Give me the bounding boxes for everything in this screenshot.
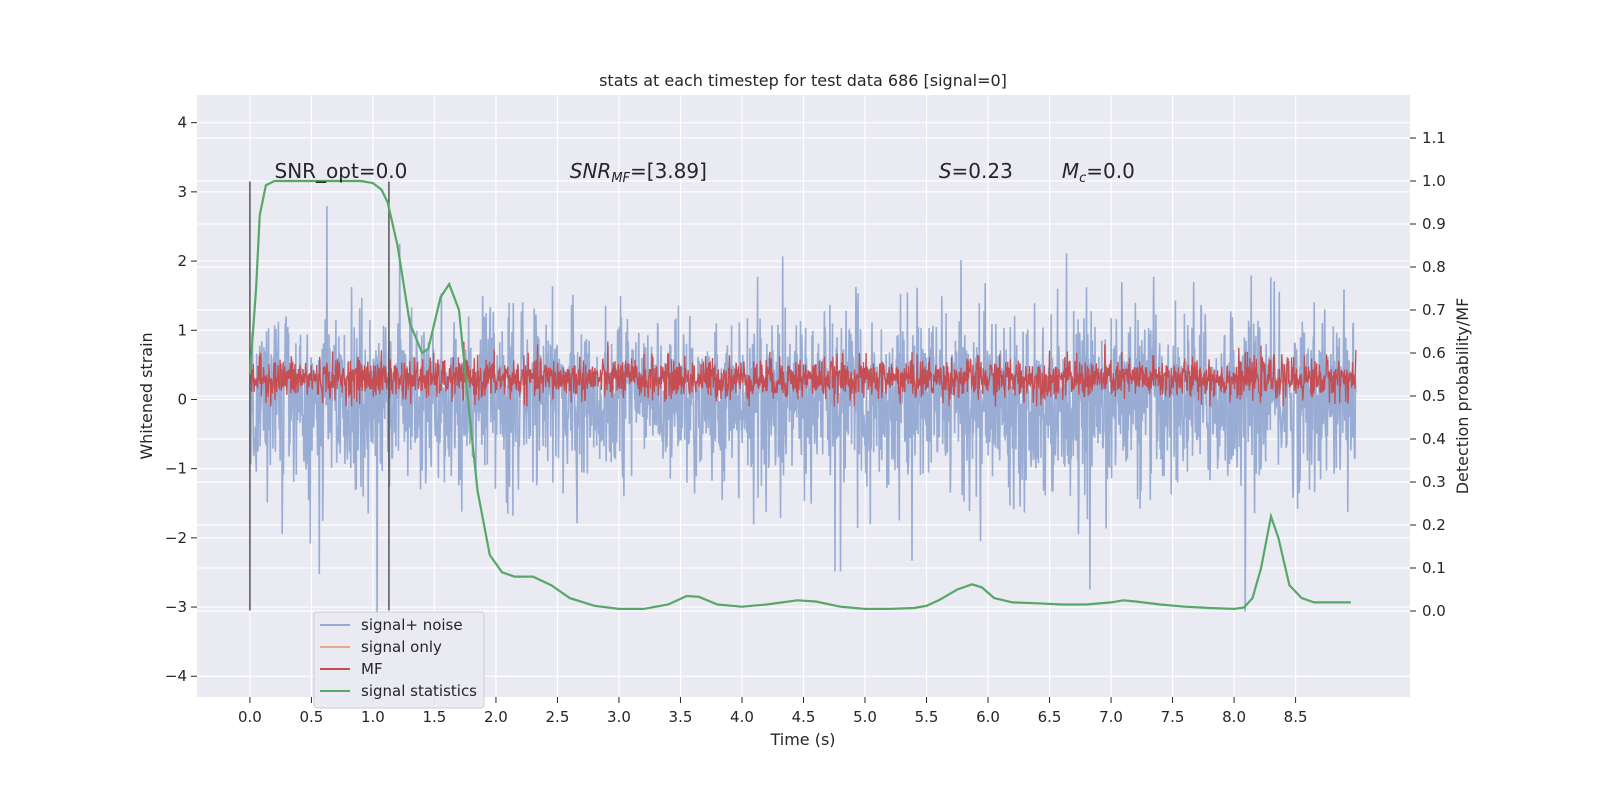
y-tick-label-right: 0.2 [1422, 516, 1446, 534]
annotation-0: SNR_opt=0.0 [275, 159, 408, 183]
x-tick-label: 0.5 [299, 708, 323, 726]
x-tick-label: 8.0 [1222, 708, 1246, 726]
legend-label: signal only [361, 638, 442, 656]
y-tick-label-left: 3 [177, 183, 187, 201]
x-tick-label: 4.5 [792, 708, 816, 726]
y-tick-label-right: 0.0 [1422, 602, 1446, 620]
x-tick-label: 4.0 [730, 708, 754, 726]
x-axis-label: Time (s) [769, 730, 835, 749]
signal-statistics-series [248, 179, 1351, 611]
y-axis-label-right: Detection probability/MF [1453, 298, 1472, 495]
signal-noise-line [249, 205, 1357, 647]
signal-statistics-line [248, 179, 1351, 611]
y-tick-label-left: −2 [165, 529, 187, 547]
y-tick-label-right: 0.4 [1422, 430, 1446, 448]
legend-label: signal+ noise [361, 616, 463, 634]
legend: signal+ noise signal only MF signal statist… [313, 611, 485, 709]
y-tick-label-right: 1.1 [1422, 129, 1446, 147]
x-tick-label: 3.0 [607, 708, 631, 726]
legend-box [313, 611, 485, 709]
x-tick-label: 0.0 [238, 708, 262, 726]
x-tick-label: 7.5 [1161, 708, 1185, 726]
y-tick-label-right: 0.8 [1422, 258, 1446, 276]
legend-label: MF [361, 660, 383, 678]
y-tick-label-left: −1 [165, 460, 187, 478]
mf-line [249, 341, 1357, 407]
x-tick-label: 6.5 [1038, 708, 1062, 726]
x-tick-label: 8.5 [1284, 708, 1308, 726]
ticks: 0.0 0.5 1.0 1.5 2.0 2.5 3.0 3.5 4.0 4.5 5.0 5.5 6.0 6… [165, 114, 1446, 726]
annotation-1: SNRMF=[3.89] [570, 159, 707, 186]
legend-label: signal statistics [361, 682, 477, 700]
y-tick-label-right: 0.1 [1422, 559, 1446, 577]
x-tick-label: 1.0 [361, 708, 385, 726]
annotation-main: S [939, 159, 952, 183]
x-tick-label: 5.0 [853, 708, 877, 726]
x-tick-label: 5.5 [915, 708, 939, 726]
y-tick-label-left: 2 [177, 252, 187, 270]
y-tick-label-right: 0.3 [1422, 473, 1446, 491]
x-tick-label: 2.0 [484, 708, 508, 726]
y-tick-label-left: 4 [177, 114, 187, 132]
x-tick-label: 1.5 [423, 708, 447, 726]
annotation-3: Mc=0.0 [1062, 159, 1135, 186]
annotation-subscript: c [1079, 171, 1086, 186]
y-tick-label-right: 0.6 [1422, 344, 1446, 362]
annotation-2: S=0.23 [939, 159, 1013, 183]
mf-series [249, 341, 1357, 407]
annotation-rest: =0.23 [952, 159, 1013, 183]
y-tick-label-left: −3 [165, 598, 187, 616]
y-axis-label-left: Whitened strain [137, 332, 156, 459]
x-tick-label: 6.0 [976, 708, 1000, 726]
y-tick-label-right: 1.0 [1422, 172, 1446, 190]
x-tick-label: 3.5 [669, 708, 693, 726]
annotations: SNR_opt=0.0 SNRMF=[3.89] S=0.23 Mc=0.0 [275, 159, 1135, 186]
signal-noise-series [249, 205, 1357, 647]
y-tick-label-right: 0.7 [1422, 301, 1446, 319]
annotation-main: SNR [570, 159, 612, 183]
y-tick-label-right: 0.5 [1422, 387, 1446, 405]
annotation-main: M [1062, 159, 1079, 183]
y-tick-label-left: 0 [177, 390, 187, 408]
chart-title: stats at each timestep for test data 686… [599, 71, 1007, 90]
x-tick-label: 7.0 [1099, 708, 1123, 726]
annotation-rest: =[3.89] [630, 159, 707, 183]
annotation-subscript: MF [611, 171, 630, 186]
y-tick-label-left: −4 [165, 667, 187, 685]
x-tick-label: 2.5 [546, 708, 570, 726]
vertical-lines [249, 181, 390, 611]
y-tick-label-left: 1 [177, 321, 187, 339]
annotation-rest: =0.0 [1086, 159, 1135, 183]
y-tick-label-right: 0.9 [1422, 215, 1446, 233]
